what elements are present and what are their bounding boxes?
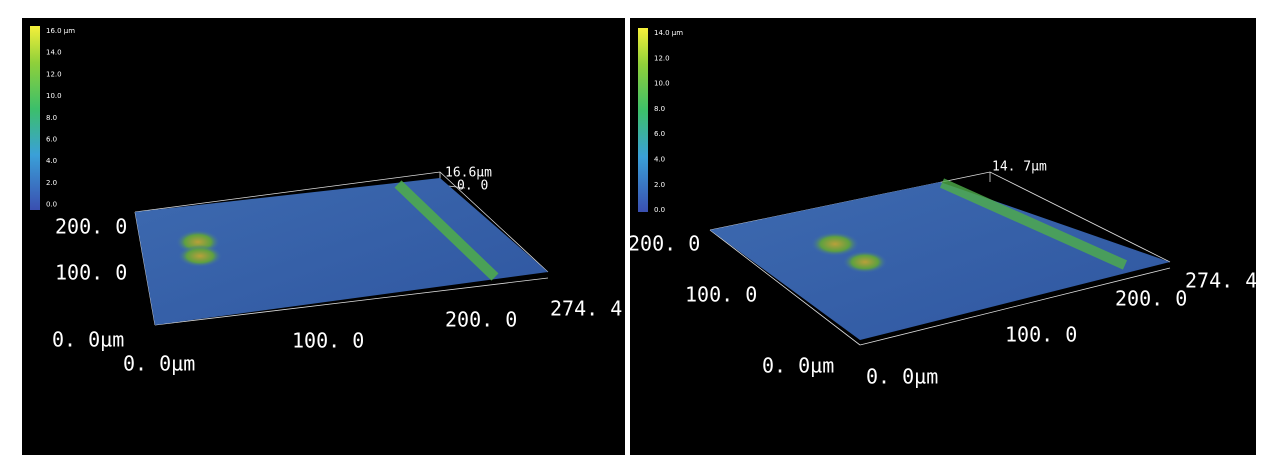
axis-label: 16.6µm bbox=[445, 166, 492, 181]
axis-label: 100. 0 bbox=[55, 261, 127, 285]
axis-label: 200. 0 bbox=[55, 215, 127, 239]
colorbar-label: 0.0 bbox=[654, 206, 665, 214]
colorbar bbox=[30, 26, 40, 210]
colorbar-label: 4.0 bbox=[46, 157, 57, 165]
colorbar-label: 6.0 bbox=[46, 136, 57, 144]
colorbar-label: 2.0 bbox=[654, 181, 665, 189]
panel-left bbox=[22, 18, 625, 455]
colorbar-label: 14.0 µm bbox=[654, 29, 683, 37]
axis-label: 0. 0 bbox=[457, 179, 488, 194]
axis-label: 274. 4 bbox=[1185, 269, 1257, 293]
axis-label: 0. 0µm bbox=[866, 365, 938, 389]
panel-right bbox=[630, 18, 1256, 455]
bump bbox=[843, 251, 887, 273]
colorbar-label: 8.0 bbox=[46, 114, 57, 122]
axis-label: 100. 0 bbox=[292, 329, 364, 353]
colorbar-label: 4.0 bbox=[654, 156, 665, 164]
axis-label: 200. 0 bbox=[445, 308, 517, 332]
axis-label: 0. 0µm bbox=[52, 328, 124, 352]
colorbar-label: 2.0 bbox=[46, 179, 57, 187]
axis-label: 0. 0µm bbox=[123, 352, 195, 376]
axis-label: 100. 0 bbox=[685, 283, 757, 307]
ridge bbox=[394, 180, 499, 281]
colorbar-label: 12.0 bbox=[654, 54, 670, 62]
axis-label: 274. 4 bbox=[550, 297, 622, 321]
colorbar-label: 8.0 bbox=[654, 105, 665, 113]
labels: 16.0 µm 14.0 12.0 10.0 8.0 6.0 4.0 2.0 0.0 14.0 µ… bbox=[46, 27, 1257, 389]
colorbar-label: 6.0 bbox=[654, 130, 665, 138]
colorbar-label: 0.0 bbox=[46, 201, 57, 209]
axis-label: 0. 0µm bbox=[762, 354, 834, 378]
axis-label: 200. 0 bbox=[1115, 287, 1187, 311]
colorbar bbox=[638, 28, 648, 212]
colorbar-label: 14.0 bbox=[46, 49, 62, 57]
surface bbox=[135, 178, 548, 325]
colorbar-label: 12.0 bbox=[46, 70, 62, 78]
axis-label: 14. 7µm bbox=[992, 160, 1047, 175]
surface bbox=[710, 182, 1170, 340]
ridge bbox=[939, 178, 1128, 270]
colorbar-label: 10.0 bbox=[46, 92, 62, 100]
bump bbox=[811, 232, 859, 256]
bump bbox=[178, 245, 222, 267]
colorbar-label: 10.0 bbox=[654, 80, 670, 88]
axis-label: 200. 0 bbox=[628, 232, 700, 256]
colorbar-label: 16.0 µm bbox=[46, 27, 75, 35]
axis-label: 100. 0 bbox=[1005, 323, 1077, 347]
